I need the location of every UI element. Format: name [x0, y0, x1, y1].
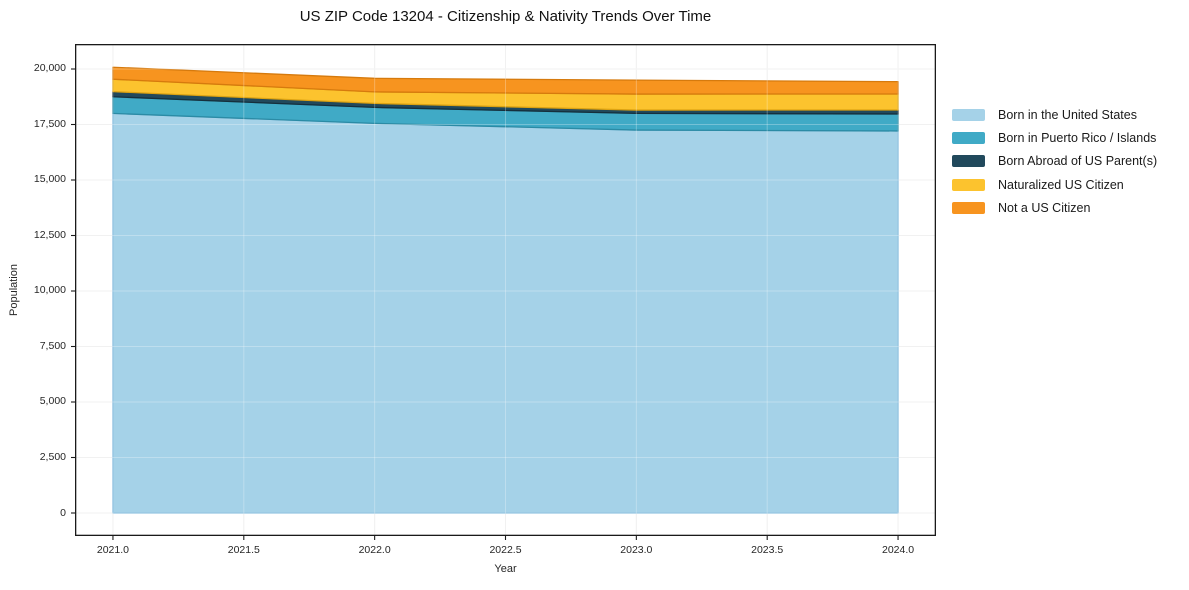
legend-label: Not a US Citizen — [998, 201, 1091, 216]
legend-label: Born in Puerto Rico / Islands — [998, 131, 1157, 146]
chart-title: US ZIP Code 13204 - Citizenship & Nativi… — [299, 8, 712, 25]
plot-area — [71, 43, 937, 540]
legend-label: Born Abroad of US Parent(s) — [998, 154, 1158, 169]
y-tick-label: 12,500 — [33, 228, 66, 241]
x-tick-label: 2021.0 — [96, 544, 129, 556]
x-tick-label: 2024.0 — [881, 544, 915, 556]
y-axis-label: Population — [8, 264, 20, 316]
legend-item: Born in Puerto Rico / Islands — [952, 126, 1157, 149]
x-tick-label: 2022.5 — [489, 544, 522, 556]
legend-swatch — [952, 132, 985, 145]
x-tick-label: 2023.0 — [620, 544, 653, 556]
y-tick-label: 7,500 — [39, 339, 66, 352]
y-tick-label: 0 — [60, 506, 66, 519]
legend-item: Not a US Citizen — [952, 197, 1157, 220]
x-axis-label: Year — [494, 563, 517, 575]
plot-frame — [74, 43, 937, 537]
y-tick-label: 10,000 — [33, 284, 66, 297]
y-tick-label: 2,500 — [39, 451, 66, 463]
y-tick-label: 5,000 — [39, 395, 66, 408]
y-tick-label: 15,000 — [33, 173, 66, 186]
x-tick-label: 2022.0 — [358, 544, 391, 556]
legend-item: Born Abroad of US Parent(s) — [952, 150, 1157, 173]
x-tick-label: 2023.5 — [751, 544, 784, 556]
legend-item: Naturalized US Citizen — [952, 173, 1157, 196]
y-tick-label: 20,000 — [33, 62, 66, 75]
legend-item: Born in the United States — [952, 103, 1157, 126]
legend-label: Naturalized US Citizen — [998, 177, 1124, 192]
legend-swatch — [952, 108, 985, 121]
x-tick-label: 2021.5 — [227, 544, 260, 556]
legend-swatch — [952, 178, 985, 191]
area-not-a-us-citizen — [112, 66, 899, 95]
legend-swatch — [952, 202, 985, 215]
y-tick-label: 17,500 — [33, 117, 66, 130]
legend-label: Born in the United States — [998, 107, 1137, 122]
legend-swatch — [952, 155, 985, 168]
legend: Born in the United States Born in Puerto … — [952, 103, 1157, 220]
